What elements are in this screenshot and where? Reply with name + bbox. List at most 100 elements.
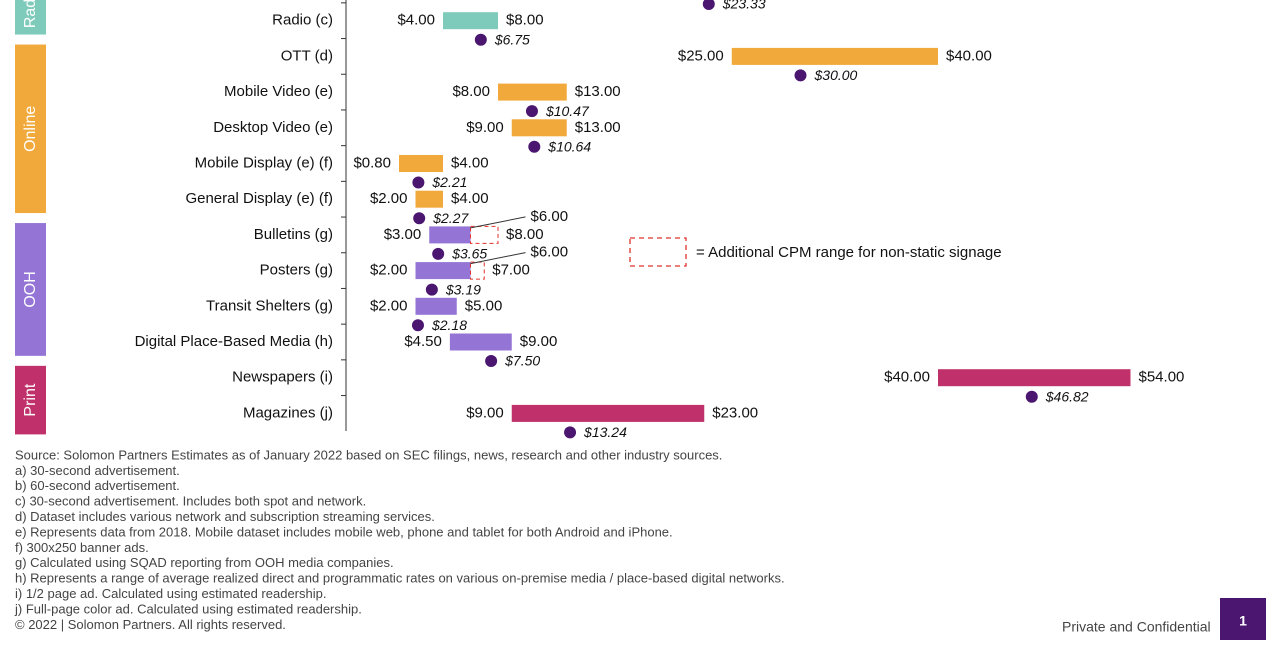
low-label: $40.00 bbox=[884, 369, 930, 386]
category-label: Radio (c) bbox=[272, 12, 333, 29]
bar bbox=[443, 12, 498, 30]
bar bbox=[498, 83, 567, 101]
bar bbox=[415, 297, 457, 315]
page-box bbox=[1220, 598, 1266, 640]
average-dot bbox=[412, 176, 425, 189]
low-label: $2.00 bbox=[370, 190, 408, 207]
average-label: $2.27 bbox=[432, 210, 469, 226]
bar-extension bbox=[470, 225, 499, 244]
average-label: $7.50 bbox=[504, 353, 540, 369]
low-label: $4.00 bbox=[397, 12, 435, 29]
leader-line bbox=[470, 216, 526, 229]
bar bbox=[429, 226, 471, 244]
average-label: $3.19 bbox=[445, 281, 481, 297]
average-dot bbox=[411, 319, 424, 332]
bar bbox=[731, 47, 938, 65]
high-label: $23.00 bbox=[712, 404, 758, 421]
average-dot bbox=[413, 212, 426, 225]
group-label: OOH bbox=[22, 271, 39, 307]
group-label: Online bbox=[22, 106, 39, 152]
bar bbox=[415, 190, 443, 208]
average-dot bbox=[474, 33, 487, 46]
category-label: Posters (g) bbox=[260, 262, 333, 279]
average-label: $2.21 bbox=[431, 174, 467, 190]
low-label: $9.00 bbox=[466, 119, 504, 136]
low-label: $3.00 bbox=[384, 226, 422, 243]
average-dot bbox=[702, 0, 715, 10]
footnote: i) 1/2 page ad. Calculated using estimat… bbox=[15, 586, 326, 601]
page-number: 1 bbox=[1239, 613, 1247, 629]
footnote: e) Represents data from 2018. Mobile dat… bbox=[15, 524, 673, 539]
bar bbox=[415, 262, 471, 280]
legend-text: = Additional CPM range for non-static si… bbox=[696, 244, 1002, 261]
average-label: $23.33 bbox=[722, 0, 766, 12]
category-label: Magazines (j) bbox=[243, 404, 333, 421]
average-dot bbox=[528, 140, 541, 153]
high-label: $40.00 bbox=[946, 47, 992, 64]
leader-line bbox=[470, 252, 526, 265]
group-band bbox=[15, 223, 46, 356]
high-label: $9.00 bbox=[520, 333, 558, 350]
average-label: $3.65 bbox=[451, 246, 487, 262]
group-band bbox=[15, 44, 46, 214]
footnote: g) Calculated using SQAD reporting from … bbox=[15, 555, 394, 570]
low-label: $2.00 bbox=[370, 297, 408, 314]
footnote: h) Represents a range of average realize… bbox=[15, 571, 785, 586]
footnote: Source: Solomon Partners Estimates as of… bbox=[15, 447, 722, 462]
low-label: $25.00 bbox=[678, 47, 724, 64]
average-dot bbox=[525, 105, 538, 118]
average-dot bbox=[794, 69, 807, 82]
average-label: $10.64 bbox=[547, 139, 591, 155]
group-band bbox=[15, 0, 46, 35]
category-label: Bulletins (g) bbox=[254, 226, 333, 243]
footnote: c) 30-second advertisement. Includes bot… bbox=[15, 494, 366, 509]
average-label: $46.82 bbox=[1045, 388, 1089, 404]
average-label: $10.47 bbox=[545, 103, 590, 119]
footnote: j) Full-page color ad. Calculated using … bbox=[14, 601, 362, 616]
average-label: $2.18 bbox=[431, 317, 467, 333]
high-label: $54.00 bbox=[1139, 369, 1185, 386]
category-label: Mobile Display (e) (f) bbox=[195, 154, 333, 171]
static-high-label: $6.00 bbox=[531, 208, 569, 225]
average-label: $6.75 bbox=[494, 31, 530, 47]
bar bbox=[449, 333, 512, 351]
footnote: f) 300x250 banner ads. bbox=[15, 540, 149, 555]
category-label: Digital Place-Based Media (h) bbox=[135, 333, 333, 350]
legend-swatch bbox=[629, 237, 687, 267]
low-label: $2.00 bbox=[370, 262, 408, 279]
category-label: General Display (e) (f) bbox=[185, 190, 333, 207]
category-label: Mobile Video (e) bbox=[224, 83, 333, 100]
high-label: $8.00 bbox=[506, 12, 544, 29]
low-label: $9.00 bbox=[466, 404, 504, 421]
average-label: $30.00 bbox=[814, 67, 858, 83]
high-label: $13.00 bbox=[575, 83, 621, 100]
high-label: $5.00 bbox=[465, 297, 503, 314]
category-label: Transit Shelters (g) bbox=[206, 297, 333, 314]
average-dot bbox=[425, 283, 438, 296]
category-label: Newspapers (i) bbox=[232, 369, 333, 386]
bar bbox=[399, 155, 443, 172]
high-label: $4.00 bbox=[451, 190, 489, 207]
high-label: $8.00 bbox=[506, 226, 544, 243]
group-label: Radio bbox=[22, 0, 39, 28]
high-label: $4.00 bbox=[451, 154, 489, 171]
footnote: a) 30-second advertisement. bbox=[15, 463, 180, 478]
group-label: Print bbox=[22, 383, 39, 416]
category-label: Desktop Video (e) bbox=[213, 119, 333, 136]
average-dot bbox=[432, 247, 445, 260]
static-high-label: $6.00 bbox=[531, 244, 569, 261]
low-label: $8.00 bbox=[452, 83, 490, 100]
footnote: d) Dataset includes various network and … bbox=[15, 509, 435, 524]
bar bbox=[511, 404, 705, 422]
average-dot bbox=[564, 426, 577, 439]
confidential: Private and Confidential bbox=[1062, 619, 1211, 635]
footnote: b) 60-second advertisement. bbox=[15, 478, 180, 493]
high-label: $7.00 bbox=[492, 262, 530, 279]
average-dot bbox=[485, 355, 498, 367]
bar-extension bbox=[470, 261, 485, 280]
low-label: $0.80 bbox=[353, 154, 391, 171]
category-label: OTT (d) bbox=[281, 47, 333, 64]
footnote: © 2022 | Solomon Partners. All rights re… bbox=[15, 617, 286, 632]
bar bbox=[938, 369, 1131, 387]
group-band bbox=[15, 365, 46, 435]
